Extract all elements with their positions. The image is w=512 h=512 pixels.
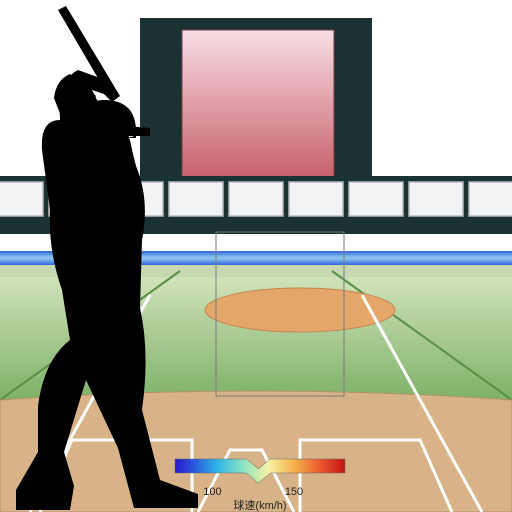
legend-tick: 150 (285, 486, 303, 498)
legend-tick: 100 (203, 486, 221, 498)
wall-panel (469, 182, 512, 216)
wall-panel (349, 182, 403, 216)
legend-label: 球速(km/h) (233, 498, 286, 512)
wall-panel (169, 182, 223, 216)
wall-panel (289, 182, 343, 216)
wall-panel (229, 182, 283, 216)
scoreboard-screen (182, 30, 334, 182)
wall-panel (0, 182, 43, 216)
infield-dirt-oval (205, 288, 395, 332)
pitch-chart: 100 150球速(km/h) (0, 0, 512, 512)
wall-panel (409, 182, 463, 216)
